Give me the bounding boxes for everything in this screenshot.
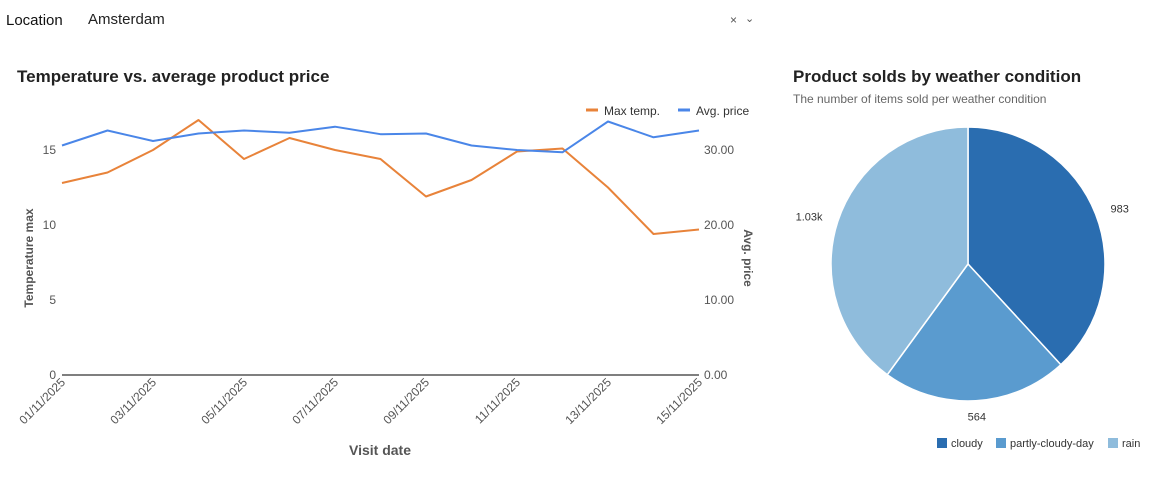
pie-slice-partly-cloudy-day xyxy=(886,262,1062,402)
legend-label: Max temp. xyxy=(604,104,660,118)
filter-label: Location xyxy=(6,12,63,29)
y2-tick-label: 20.00 xyxy=(704,218,734,232)
y2-tick-label: 0.00 xyxy=(704,368,728,382)
y-tick-label: 10 xyxy=(43,218,57,232)
pie-slice-cloudy xyxy=(967,126,1106,366)
x-axis-title: Visit date xyxy=(349,442,411,458)
pie-value-label: 983 xyxy=(1111,203,1129,215)
y-tick-label: 5 xyxy=(49,293,56,307)
series-line-max-temp xyxy=(61,119,700,235)
location-select-value[interactable]: Amsterdam xyxy=(88,11,165,28)
pie-slice-rain xyxy=(830,126,969,376)
y-tick-label: 15 xyxy=(43,143,57,157)
y-tick-label: 0 xyxy=(49,368,56,382)
series-line-avg-price xyxy=(61,120,700,154)
legend-swatch xyxy=(1108,438,1118,448)
close-icon[interactable]: × xyxy=(730,13,738,27)
pie-chart-subtitle: The number of items sold per weather con… xyxy=(793,92,1047,106)
location-filter[interactable]: Location Amsterdam × ⌄ xyxy=(0,0,770,42)
legend-label: Avg. price xyxy=(696,104,749,118)
pie-chart-title: Product solds by weather condition xyxy=(793,67,1082,86)
legend-swatch xyxy=(996,438,1006,448)
legend-label: cloudy xyxy=(951,438,983,450)
y2-tick-label: 10.00 xyxy=(704,293,734,307)
pie-value-label: 1.03k xyxy=(796,212,823,224)
pie-value-label: 564 xyxy=(968,412,986,424)
legend-label: rain xyxy=(1122,438,1140,450)
y2-tick-label: 30.00 xyxy=(704,143,734,157)
y-axis-title: Temperature max xyxy=(22,208,36,307)
chevron-down-icon[interactable]: ⌄ xyxy=(745,13,755,25)
line-chart-title: Temperature vs. average product price xyxy=(17,67,330,86)
y2-axis-title: Avg. price xyxy=(741,229,755,287)
legend-label: partly-cloudy-day xyxy=(1010,438,1094,450)
legend-swatch xyxy=(937,438,947,448)
